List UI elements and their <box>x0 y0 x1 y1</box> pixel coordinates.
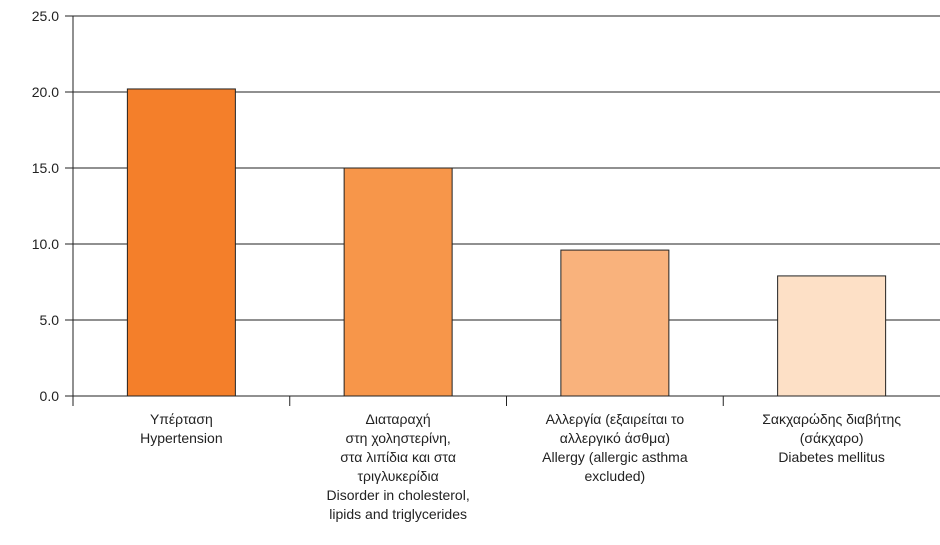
y-tick-label: 15.0 <box>32 160 59 176</box>
y-tick-labels: 0.0 5.0 10.0 15.0 20.0 25.0 <box>32 8 59 404</box>
y-tick-label: 20.0 <box>32 84 59 100</box>
x-category-labels: Υπέρταση Hypertension Διαταραχή στη χοληστε… <box>140 411 901 522</box>
bar <box>777 275 887 397</box>
bar <box>126 88 236 397</box>
y-tick-label: 10.0 <box>32 236 59 252</box>
x-category-label: Υπέρταση Hypertension <box>140 411 223 446</box>
x-category-label: Αλλεργία (εξαιρείται το αλλεργικό άσθμα) A… <box>542 411 688 484</box>
axes <box>72 16 724 406</box>
y-tick-label: 5.0 <box>40 312 60 328</box>
y-tick-label: 25.0 <box>32 8 59 24</box>
x-category-label: Σακχαρώδης διαβήτης (σάκχαρο) Diabetes mel… <box>762 411 901 465</box>
bar <box>560 249 670 397</box>
bars <box>126 88 887 397</box>
y-tick-label: 0.0 <box>40 388 60 404</box>
x-category-label: Διαταραχή στη χοληστερίνη, στα λιπίδια και… <box>327 411 470 522</box>
bar <box>343 167 453 397</box>
